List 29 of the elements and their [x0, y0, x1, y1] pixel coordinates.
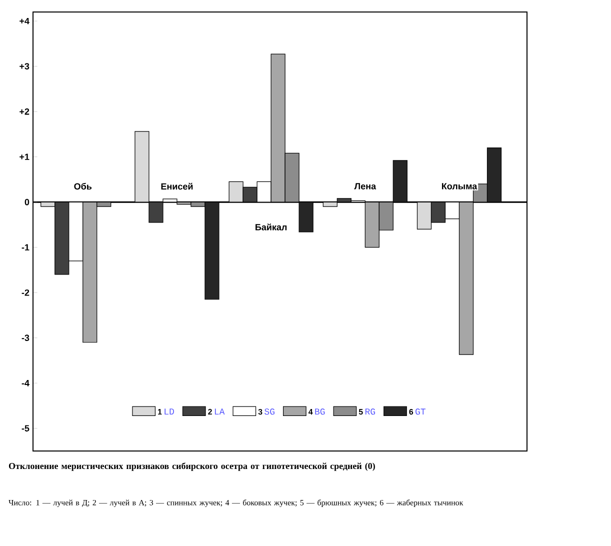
- x-tick-label: Енисей: [161, 182, 193, 190]
- y-tick-label: +4: [20, 18, 30, 24]
- annotation: 3: [258, 408, 262, 415]
- y-tick-label: +1: [20, 154, 30, 160]
- annotation: 4: [308, 409, 313, 415]
- legend-label: BG: [315, 408, 325, 415]
- y-tick-label: +2: [20, 108, 30, 115]
- annotation: 6: [409, 408, 414, 415]
- y-tick-label: -4: [22, 380, 30, 386]
- text: Число: 1 — лучей в Д; 2 — лучей в А; 3 — спинных жучек; 4 — боковых жучек; 5 — брюшных жучек; 6 — жаберных тычинок: [8, 500, 464, 507]
- y-tick-label: -1: [22, 244, 30, 250]
- legend-label: LA: [214, 408, 225, 415]
- legend-label: SG: [264, 408, 274, 415]
- x-tick-label: Обь: [74, 182, 92, 190]
- annotation: 1: [158, 409, 162, 415]
- legend-label: LD: [164, 408, 174, 415]
- legend-label: GT: [416, 408, 426, 415]
- y-tick-label: +3: [20, 63, 30, 70]
- y-tick-label: -3: [22, 334, 30, 342]
- annotation: 5: [358, 409, 363, 415]
- x-tick-label: Лена: [354, 183, 376, 190]
- text: Отклонение меристических признаков сибирского осетра от гипотетической средней (0): [8, 462, 375, 471]
- y-tick-label: 0: [24, 198, 30, 206]
- annotation: 2: [208, 408, 212, 415]
- y-tick-label: -5: [22, 425, 30, 432]
- legend-label: RG: [365, 408, 375, 415]
- x-tick-label: Колыма: [442, 183, 478, 190]
- y-tick-label: -2: [22, 289, 30, 296]
- x-tick-label: Байкал: [256, 224, 287, 230]
